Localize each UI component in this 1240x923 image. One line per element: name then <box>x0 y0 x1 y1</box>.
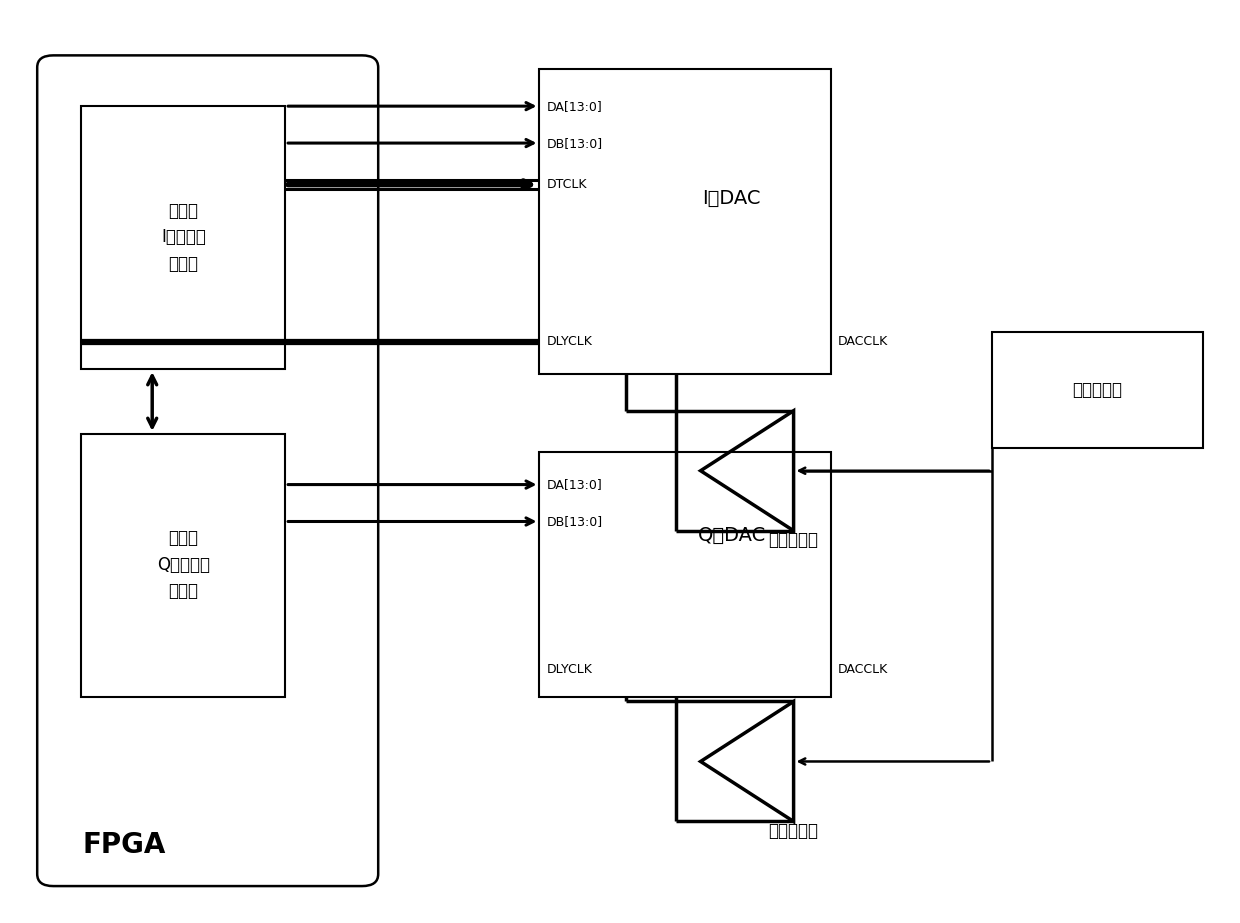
Text: DB[13:0]: DB[13:0] <box>547 515 603 528</box>
Text: DA[13:0]: DA[13:0] <box>547 478 603 491</box>
Text: DA[13:0]: DA[13:0] <box>547 100 603 113</box>
Text: DACCLK: DACCLK <box>838 335 889 348</box>
Bar <box>539 452 831 697</box>
Text: 调制器
Q路基带数
据成形: 调制器 Q路基带数 据成形 <box>157 530 210 600</box>
Bar <box>992 332 1203 448</box>
Text: 调制器
I路基带数
据成形: 调制器 I路基带数 据成形 <box>161 202 206 272</box>
Bar <box>539 69 831 374</box>
Bar <box>81 434 285 697</box>
Text: 频率综合器: 频率综合器 <box>1073 380 1122 399</box>
Text: DTCLK: DTCLK <box>547 178 588 191</box>
Text: DLYCLK: DLYCLK <box>547 335 593 348</box>
Text: DACCLK: DACCLK <box>838 663 889 676</box>
Text: 差分变换器: 差分变换器 <box>769 531 818 549</box>
Bar <box>81 106 285 369</box>
Text: DLYCLK: DLYCLK <box>547 663 593 676</box>
Text: 差分变换器: 差分变换器 <box>769 821 818 840</box>
Text: DB[13:0]: DB[13:0] <box>547 137 603 150</box>
FancyBboxPatch shape <box>37 55 378 886</box>
Text: FPGA: FPGA <box>82 831 166 858</box>
Text: Q路DAC: Q路DAC <box>697 526 766 545</box>
Text: I路DAC: I路DAC <box>702 189 761 208</box>
